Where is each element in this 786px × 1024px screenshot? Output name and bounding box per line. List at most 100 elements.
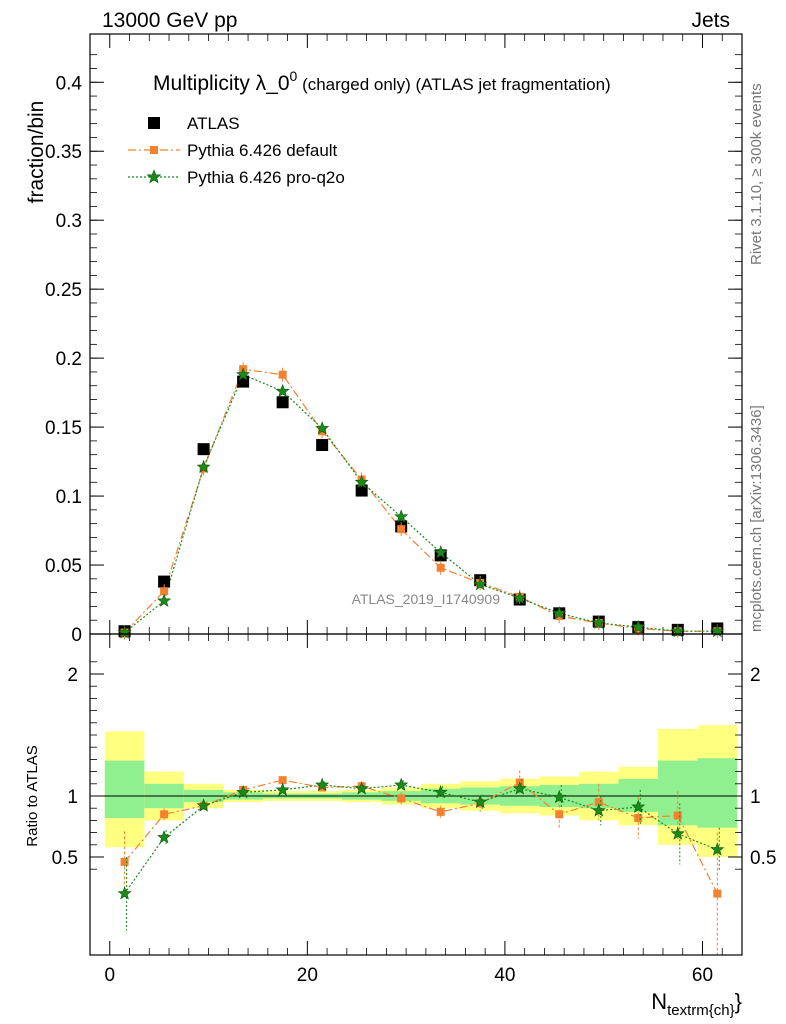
ratio-pro-point [670,826,685,840]
atlas-point [276,396,289,409]
pro-point [394,509,409,523]
x-tick-label: 0 [104,965,115,986]
ratio-pro-point [473,794,488,809]
main-series-group [117,362,725,640]
ratio-default-point [397,794,406,803]
pro-point [275,383,290,398]
pro-point [196,459,211,474]
title-rest: (charged only) (ATLAS jet fragmentation) [297,75,610,94]
ratio-pro-point [433,784,448,799]
atlas-point [316,439,329,452]
ratio-default-point [278,776,287,785]
legend-marker-pro [146,169,162,184]
ratio-pro-point [591,803,606,817]
pro-point [512,590,527,605]
default-point [278,370,287,379]
header-energy-label: 13000 GeV pp [102,9,237,32]
default-point [160,587,169,596]
x-tick-label: 40 [494,965,515,986]
ratio-y-tick-label: 1 [67,787,78,808]
ratio-uncertainty-bands [104,725,738,857]
title-sup: 0 [290,68,298,84]
pro-point [433,545,448,559]
main-plot-panel: ATLAS_2019_I1740909 0 0.05 0.1 0.15 0.2 0.25 0… [25,33,743,646]
main-y-tick-label: 0.05 [45,556,82,577]
rivet-label: Rivet 3.1.10, ≥ 300k events [748,83,765,265]
ratio-pro-point [631,799,646,813]
atlas-point [197,443,210,456]
pro-point [552,605,567,620]
legend-label-pro: Pythia 6.426 pro-q2o [187,168,345,187]
main-y-tick-label: 0.2 [56,349,82,370]
ratio-pro-point [315,777,330,791]
ratio-y-tick-label-right: 0.5 [750,848,776,869]
ratio-plot-panel: 0.5 0.51 12 20 20 40 60 Ratio to ATLAS Ntextrm… [24,633,776,1019]
ratio-pro-point [157,830,172,844]
main-y-tick-label: 0.1 [56,487,82,508]
ratio-pro-point [196,798,211,812]
x-label-brace: } [735,989,742,1014]
pro-series-line [124,373,718,634]
main-y-tick-label: 0.35 [45,142,82,163]
x-label-main: N [651,989,667,1014]
mcplots-label: mcplots.cern.ch [arXiv:1306.3436] [748,405,765,632]
pro-point [591,615,606,629]
pro-point [157,593,172,607]
ratio-default-point [673,811,682,820]
atlas-point [158,575,171,588]
ratio-pro-point [394,777,409,791]
ratio-default-point [555,810,564,819]
ratio-pro-point [117,886,132,900]
ratio-pro-point [710,842,725,856]
main-y-tick-label: 0.3 [56,211,82,232]
ratio-pro-point [275,782,290,796]
legend-label-atlas: ATLAS [187,114,240,133]
main-y-tick-label: 0.4 [56,73,83,94]
main-watermark: ATLAS_2019_I1740909 [352,591,501,607]
x-label-sub: textrm{ch} [667,1002,735,1019]
header-jets-label: Jets [691,9,730,32]
ratio-pro-point [512,781,527,795]
title-main: Multiplicity λ_0 [153,72,290,95]
ratio-pro-point [354,781,369,795]
ratio-y-label: Ratio to ATLAS [24,745,41,846]
ratio-pro-point [552,789,567,804]
default-point [436,563,445,572]
default-point [397,525,406,534]
ratio-series-group [117,770,725,955]
ratio-default-point [436,807,445,816]
atlas-point [355,484,368,497]
ratio-default-point [713,889,722,898]
ratio-default-line [124,779,718,894]
ratio-y-tick-label-right: 2 [750,665,761,686]
default-series-line [124,368,718,634]
ratio-default-point [634,813,643,822]
ratio-y-tick-label: 0.5 [52,848,78,869]
ratio-y-tick-label: 2 [67,665,78,686]
x-tick-label: 20 [297,965,318,986]
legend-marker-atlas [148,117,160,129]
ratio-frame [89,633,743,956]
pro-point [631,619,646,634]
x-axis-label: Ntextrm{ch}} [651,989,742,1019]
legend: ATLAS Pythia 6.426 default Pythia 6.426 … [128,114,345,187]
main-y-tick-label: 0.15 [45,418,82,439]
x-tick-label: 60 [692,965,713,986]
main-y-tick-label: 0.25 [45,280,82,301]
main-y-tick-label: 0 [71,625,82,646]
legend-label-default: Pythia 6.426 default [187,141,338,160]
ratio-series-clipped [117,770,725,955]
ratio-ticks: 0.5 0.51 12 20 20 40 60 [52,634,776,986]
pro-point [315,421,330,435]
ratio-band-green [697,758,738,828]
pro-point [354,474,369,489]
ratio-default-point [594,798,603,807]
pro-point [117,625,132,639]
main-title: Multiplicity λ_00 (charged only) (ATLAS … [153,68,611,95]
ratio-band-green [104,760,145,818]
legend-marker-default [150,146,158,154]
main-y-label: fraction/bin [25,101,48,204]
ratio-default-point [160,810,169,819]
ratio-default-point [120,857,129,866]
